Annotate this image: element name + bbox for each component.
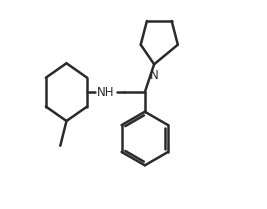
Text: NH: NH xyxy=(97,86,115,99)
Text: N: N xyxy=(150,69,159,82)
